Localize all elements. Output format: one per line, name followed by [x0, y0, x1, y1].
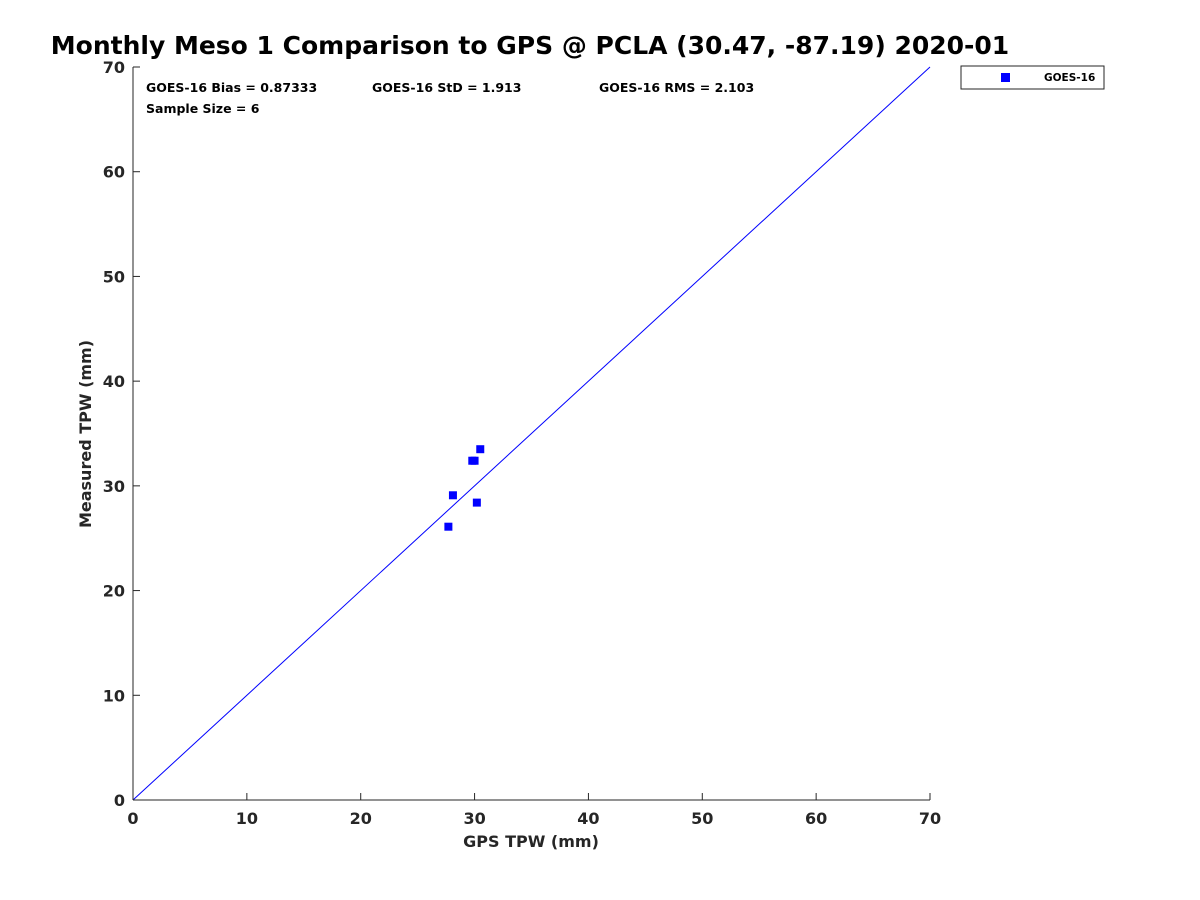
data-point — [472, 498, 481, 507]
data-point — [448, 491, 457, 500]
x-tick-label: 0 — [127, 809, 138, 828]
data-point — [476, 445, 485, 454]
y-tick-label: 60 — [103, 163, 125, 182]
data-point — [444, 522, 453, 531]
y-axis-label: Measured TPW (mm) — [76, 340, 95, 528]
bias-annotation: GOES-16 Bias = 0.87333 — [146, 80, 317, 95]
x-tick-label: 40 — [577, 809, 599, 828]
x-axis-ticks: 0 10 20 30 40 50 60 70 — [127, 793, 941, 828]
legend-box — [960, 65, 1105, 90]
x-tick-label: 70 — [919, 809, 941, 828]
legend: GOES-16 — [960, 65, 1105, 90]
plot-area: 0 10 20 30 40 50 60 70 0 10 20 30 40 50 60 70 — [103, 58, 941, 828]
chart-title: Monthly Meso 1 Comparison to GPS @ PCLA … — [51, 31, 1009, 60]
y-tick-label: 30 — [103, 477, 125, 496]
std-annotation: GOES-16 StD = 1.913 — [372, 80, 521, 95]
y-tick-label: 10 — [103, 686, 125, 705]
y-tick-label: 20 — [103, 582, 125, 601]
x-tick-label: 60 — [805, 809, 827, 828]
data-points — [444, 445, 485, 531]
x-axis-label: GPS TPW (mm) — [463, 832, 599, 851]
y-tick-label: 50 — [103, 267, 125, 286]
x-tick-label: 20 — [350, 809, 372, 828]
y-tick-label: 70 — [103, 58, 125, 77]
x-tick-label: 50 — [691, 809, 713, 828]
legend-label: GOES-16 — [1044, 72, 1095, 84]
y-axis-ticks: 0 10 20 30 40 50 60 70 — [103, 58, 140, 810]
sample-size-annotation: Sample Size = 6 — [146, 101, 260, 116]
one-to-one-reference-line — [132, 66, 931, 801]
y-tick-label: 40 — [103, 372, 125, 391]
data-point — [470, 456, 479, 465]
reference-line-layer — [132, 66, 931, 801]
rms-annotation: GOES-16 RMS = 2.103 — [599, 80, 754, 95]
x-tick-label: 30 — [463, 809, 485, 828]
y-tick-label: 0 — [114, 791, 125, 810]
legend-marker — [1001, 73, 1010, 82]
x-tick-label: 10 — [236, 809, 258, 828]
